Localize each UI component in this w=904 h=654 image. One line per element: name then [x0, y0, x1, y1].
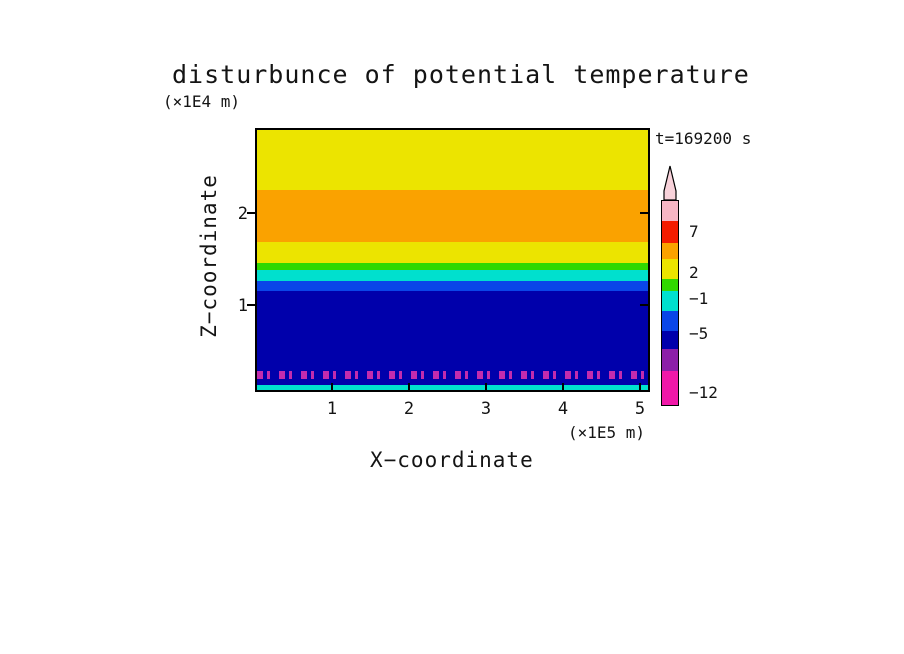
contour-band-green — [257, 263, 648, 270]
colorbar-segment-red — [662, 221, 678, 243]
plot-area — [255, 128, 650, 392]
colorbar-segment-blue — [662, 311, 678, 331]
contour-band-cyan — [257, 270, 648, 281]
y-axis-label: Z−coordinate — [197, 174, 221, 338]
contour-band-orange — [257, 190, 648, 242]
y-tick-mark — [247, 212, 255, 214]
chart-title: disturbunce of potential temperature — [172, 60, 750, 89]
colorbar-label: 7 — [689, 222, 699, 241]
colorbar-segment-yellow — [662, 259, 678, 279]
contour-band-navy-lower — [257, 379, 648, 385]
colorbar-segment-orange — [662, 243, 678, 259]
contour-bands — [257, 130, 648, 390]
y-axis-units: (×1E4 m) — [163, 92, 241, 111]
contour-band-cyan-bottom — [257, 385, 648, 390]
colorbar-arrow-tip — [663, 165, 677, 201]
colorbar-label: −5 — [689, 324, 709, 343]
y-tick-mark — [640, 212, 648, 214]
colorbar-segment-navy — [662, 331, 678, 349]
x-tick-label-2: 2 — [403, 399, 415, 419]
colorbar-segment-cyan — [662, 291, 678, 311]
contour-band-blue — [257, 281, 648, 291]
x-tick-mark — [408, 383, 410, 390]
y-tick-label-1: 1 — [237, 296, 248, 316]
contour-band-navy — [257, 291, 648, 371]
x-tick-label-4: 4 — [557, 399, 569, 419]
colorbar-scale — [661, 200, 679, 406]
x-tick-mark — [485, 383, 487, 390]
colorbar-segment-green — [662, 279, 678, 291]
x-axis-label: X−coordinate — [370, 448, 534, 472]
colorbar-label: −1 — [689, 289, 709, 308]
y-tick-mark — [640, 304, 648, 306]
x-tick-mark — [331, 383, 333, 390]
x-tick-label-1: 1 — [326, 399, 338, 419]
contour-band-magenta-speckle — [257, 371, 648, 379]
colorbar-segment-pink — [662, 201, 678, 221]
y-tick-mark — [247, 304, 255, 306]
x-tick-mark — [562, 383, 564, 390]
colorbar-segment-purple — [662, 349, 678, 371]
time-annotation: t=169200 s — [655, 129, 752, 148]
x-tick-label-5: 5 — [634, 399, 646, 419]
x-tick-label-3: 3 — [480, 399, 492, 419]
x-tick-mark — [639, 383, 641, 390]
colorbar-label: 2 — [689, 263, 699, 282]
y-tick-label-2: 2 — [237, 204, 248, 224]
colorbar-label: −12 — [689, 383, 718, 402]
x-axis-units: (×1E5 m) — [568, 423, 646, 442]
contour-band-yellow-lower — [257, 242, 648, 263]
colorbar-segment-magenta — [662, 371, 678, 405]
contour-band-yellow-upper — [257, 130, 648, 190]
